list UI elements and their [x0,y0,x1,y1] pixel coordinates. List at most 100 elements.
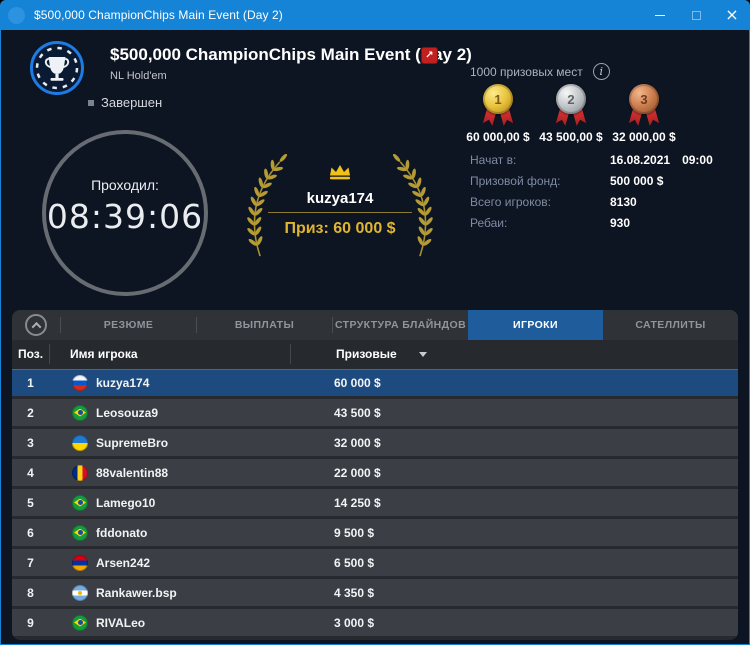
winner-block: kuzya174 Приз: 60 000 $ [240,150,440,265]
table-row[interactable]: 3 SupremeBro 32 000 $ [12,429,738,456]
title-bar: $500,000 ChampionChips Main Event (Day 2… [0,0,750,30]
column-header-player-name: Имя игрока [70,347,138,361]
player-name-cell: Lamego10 [49,494,289,511]
game-type-label: NL Hold'em [110,70,167,82]
event-title: $500,000 ChampionChips Main Event (Day 2… [110,45,472,64]
laurel-branch-right-icon [392,154,433,257]
timer-value: 08:39:06 [46,196,204,236]
tournament-trophy-logo [30,41,84,100]
medal-second-place: 2 43 500,00 $ [539,84,603,144]
info-label: Всего игроков: [470,195,551,209]
popout-icon: ↗ [425,50,434,61]
player-prize: 9 500 $ [334,525,375,540]
popout-button[interactable]: ↗ [421,47,438,64]
crown-icon [330,165,350,180]
player-name-cell: Rankawer.bsp [49,584,289,601]
players-table-body: 1 kuzya174 60 000 $ 2 Leosouza9 43 500 $… [12,368,738,636]
medals-row: 1 60 000,00 $ 2 43 500,00 $ 3 32 000,00 … [466,84,685,144]
player-flag-icon [72,374,88,391]
status-line: Завершен [88,95,162,110]
player-flag-icon [72,434,88,451]
player-name-cell: kuzya174 [49,374,289,391]
maximize-icon [691,10,701,20]
player-name: Arsen242 [96,555,151,570]
player-name: Lamego10 [96,495,156,510]
window-controls: × [642,0,750,30]
table-row[interactable]: 4 88valentin88 22 000 $ [12,459,738,486]
player-name-cell: 88valentin88 [49,464,289,481]
winner-name: kuzya174 [306,190,374,207]
tab-players[interactable]: ИГРОКИ [468,310,603,340]
info-label: Начат в: [470,153,517,167]
info-value: 500 000 $ [610,174,664,188]
minimize-button[interactable] [642,0,678,30]
player-position: 5 [27,495,34,510]
first-place-amount: 60 000,00 $ [466,130,530,144]
player-position: 3 [27,435,34,450]
table-row[interactable]: 9 RIVALeo 3 000 $ [12,609,738,636]
tab-bar: РЕЗЮМЕ ВЫПЛАТЫ СТРУКТУРА БЛАЙНДОВ ИГРОКИ… [12,310,738,340]
info-row-rebuys: Ребаи: 930 [470,217,713,230]
tab-payouts[interactable]: ВЫПЛАТЫ [234,319,295,331]
table-row[interactable]: 8 Rankawer.bsp 4 350 $ [12,579,738,606]
table-row[interactable]: 2 Leosouza9 43 500 $ [12,399,738,426]
player-flag-icon [72,584,88,601]
close-icon: × [725,5,739,24]
app-icon [8,6,25,24]
winner-prize: Приз: 60 000 $ [284,220,396,237]
trophy-icon [30,41,84,95]
player-prize: 60 000 $ [334,375,381,390]
player-prize: 14 250 $ [334,495,381,510]
info-value: 930 [610,216,631,230]
player-prize: 4 350 $ [334,585,375,600]
silver-medal-icon: 2 [556,84,586,114]
player-position: 1 [27,375,34,390]
table-row[interactable]: 1 kuzya174 60 000 $ [12,369,738,396]
divider [196,317,197,333]
maximize-button[interactable] [678,0,714,30]
info-row-total-players: Всего игроков: 8130 [470,196,713,209]
gold-medal-icon: 1 [483,84,513,114]
collapse-panel-button[interactable] [12,310,60,340]
winner-divider [268,212,412,213]
divider [332,317,333,333]
player-position: 6 [27,525,34,540]
tab-blind-structure[interactable]: СТРУКТУРА БЛАЙНДОВ [334,319,467,331]
tournament-info: Начат в: 16.08.2021 09:00 Призовой фонд:… [470,154,713,238]
info-value-time: 09:00 [682,153,713,167]
player-name: Leosouza9 [96,405,159,420]
chevron-up-icon [25,314,47,336]
player-position: 2 [27,405,34,420]
player-prize: 6 500 $ [334,555,375,570]
info-row-prize-pool: Призовой фонд: 500 000 $ [470,175,713,188]
divider [49,344,50,364]
info-row-started: Начат в: 16.08.2021 09:00 [470,154,713,167]
table-row[interactable]: 6 fddonato 9 500 $ [12,519,738,546]
player-name: RIVALeo [96,615,146,630]
third-place-amount: 32 000,00 $ [612,130,676,144]
table-row[interactable]: 7 Arsen242 6 500 $ [12,549,738,576]
column-header-prizes-label: Призовые [336,347,397,361]
info-icon[interactable]: i [592,63,610,80]
player-name-cell: RIVALeo [49,614,289,631]
tab-resume[interactable]: РЕЗЮМЕ [103,319,154,331]
table-header: Поз. Имя игрока Призовые [12,340,738,368]
bronze-medal-icon: 3 [629,84,659,114]
close-button[interactable]: × [714,0,750,30]
column-header-prizes[interactable]: Призовые [291,347,738,361]
divider [290,344,291,364]
player-flag-icon [72,554,88,571]
minimize-icon [655,14,665,16]
table-row[interactable]: 5 Lamego10 14 250 $ [12,489,738,516]
info-label: Призовой фонд: [470,174,561,188]
medal-first-place: 1 60 000,00 $ [466,84,530,144]
tab-satellites[interactable]: САТЕЛЛИТЫ [635,319,706,331]
player-flag-icon [72,404,88,421]
player-position: 7 [27,555,34,570]
timer-label: Проходил: [91,176,159,193]
player-flag-icon [72,494,88,511]
player-name: Rankawer.bsp [96,585,177,600]
player-name-cell: fddonato [49,524,289,541]
player-name: kuzya174 [96,375,150,390]
